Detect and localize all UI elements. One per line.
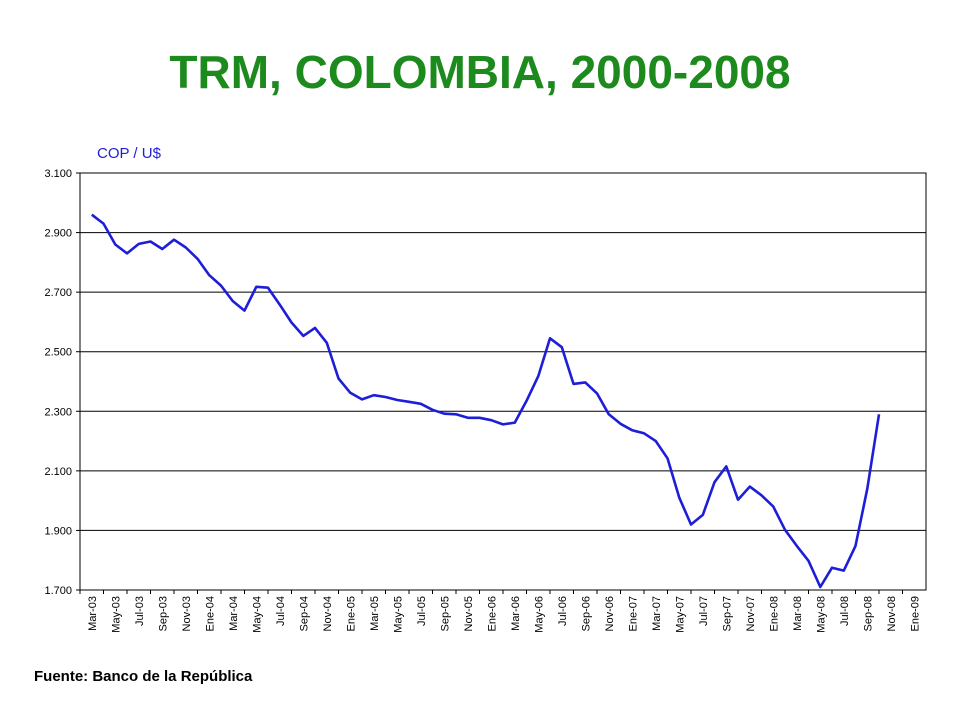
x-tick-label: May-03 (110, 596, 122, 633)
x-tick-label: Mar-04 (228, 596, 240, 631)
x-tick-label: May-04 (251, 596, 263, 633)
x-tick-label: Sep-06 (580, 596, 592, 631)
x-tick-label: Ene-06 (486, 596, 498, 631)
x-tick-label: Mar-06 (510, 596, 522, 631)
x-tick-label: Sep-07 (721, 596, 733, 631)
x-tick-label: Sep-05 (439, 596, 451, 631)
y-tick-label: 3.100 (44, 168, 72, 180)
y-tick-label: 1.700 (44, 585, 72, 597)
x-tick-label: Nov-06 (604, 596, 616, 631)
x-tick-label: Mar-03 (87, 596, 99, 631)
x-tick-label: Jul-05 (416, 596, 428, 626)
x-tick-label: Sep-03 (157, 596, 169, 631)
x-tick-label: Nov-05 (463, 596, 475, 631)
x-tick-label: Jul-08 (839, 596, 851, 626)
x-tick-label: Ene-08 (768, 596, 780, 631)
x-tick-label: Jul-04 (275, 596, 287, 626)
x-tick-label: Nov-04 (322, 596, 334, 631)
x-tick-label: Jul-07 (698, 596, 710, 626)
y-tick-label: 2.900 (44, 228, 72, 240)
x-tick-label: May-05 (392, 596, 404, 633)
y-tick-label: 1.900 (44, 525, 72, 537)
x-tick-label: May-07 (674, 596, 686, 633)
x-tick-label: Nov-07 (745, 596, 757, 631)
x-tick-label: Mar-07 (651, 596, 663, 631)
x-tick-label: Ene-04 (204, 596, 216, 631)
chart-title: TRM, COLOMBIA, 2000-2008 (169, 46, 791, 98)
y-axis-unit-label: COP / U$ (97, 145, 162, 162)
x-tick-label: Mar-08 (792, 596, 804, 631)
x-tick-label: May-06 (533, 596, 545, 633)
x-tick-label: Jul-06 (557, 596, 569, 626)
series-line (91, 213, 881, 589)
y-tick-label: 2.500 (44, 347, 72, 359)
x-tick-label: Nov-08 (886, 596, 898, 631)
x-tick-label: Ene-07 (627, 596, 639, 631)
y-tick-label: 2.100 (44, 466, 72, 478)
y-axis-ticks: 1.700 1.900 2.100 2.300 2.500 2.700 2.900 3.100 (44, 168, 80, 597)
source-note: Fuente: Banco de la República (34, 668, 253, 685)
x-tick-label: Ene-09 (909, 596, 921, 631)
plot-area (79, 172, 927, 591)
x-tick-label: May-08 (815, 596, 827, 633)
x-tick-label: Sep-08 (862, 596, 874, 631)
gridlines (80, 232, 926, 531)
y-tick-label: 2.700 (44, 287, 72, 299)
x-tick-label: Ene-05 (345, 596, 357, 631)
x-tick-label: Sep-04 (298, 596, 310, 631)
x-tick-label: Nov-03 (181, 596, 193, 631)
x-tick-label: Mar-05 (369, 596, 381, 631)
x-axis-ticks: Mar-03 May-03 Jul-03 Sep-03 Nov-03 Ene-04 Mar-… (79, 590, 921, 633)
y-tick-label: 2.300 (44, 406, 72, 418)
x-tick-label: Jul-03 (134, 596, 146, 626)
